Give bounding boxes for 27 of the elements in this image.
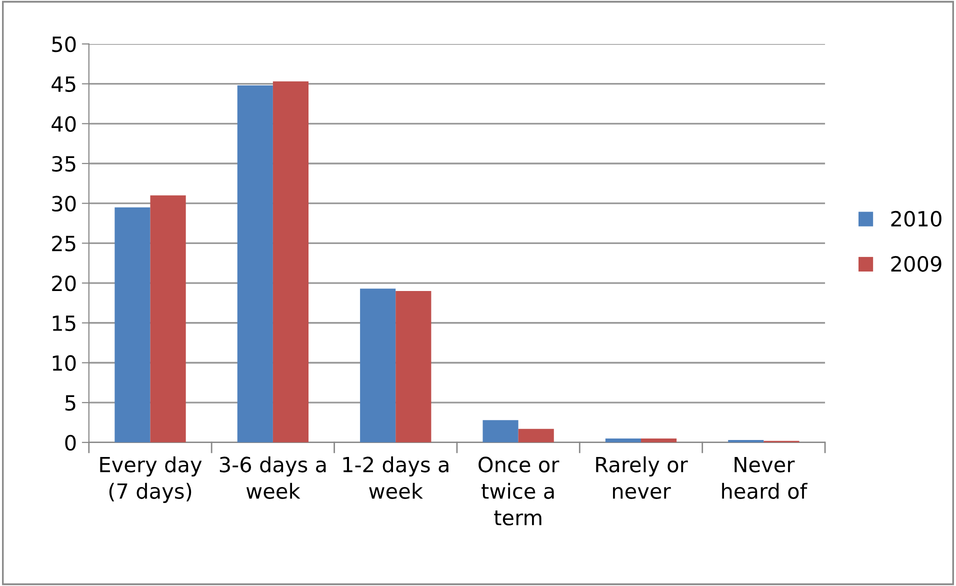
y-tick-label: 40: [52, 116, 76, 132]
bar: [396, 291, 432, 442]
y-tick-label: 10: [52, 355, 76, 371]
x-tick-label: Once or twice a term: [478, 456, 560, 526]
bar: [518, 428, 554, 442]
y-tick-label: 5: [65, 395, 76, 411]
legend-label: 2010: [891, 210, 942, 227]
y-tick-label: 0: [65, 434, 76, 451]
bar: [150, 195, 186, 442]
x-tick-label: Rarely or never: [596, 456, 688, 499]
legend-label: 2009: [891, 256, 942, 272]
bar: [237, 85, 273, 442]
x-tick-label: 1-2 days a week: [343, 456, 448, 499]
bar: [360, 288, 396, 442]
x-tick-label: 3-6 days a week: [220, 456, 326, 499]
y-tick-label: 45: [52, 76, 76, 92]
bar: [114, 207, 150, 442]
x-tick-label: Every day (7 days): [100, 456, 202, 503]
y-tick-label: 50: [52, 36, 76, 52]
y-tick-label: 25: [52, 236, 76, 252]
bar: [482, 420, 518, 442]
bar: [272, 81, 309, 442]
y-tick-label: 30: [52, 196, 76, 212]
y-tick-label: 15: [52, 316, 76, 332]
y-tick-label: 20: [52, 275, 76, 292]
y-tick-label: 35: [52, 156, 76, 172]
x-tick-label: Never heard of: [722, 456, 808, 499]
